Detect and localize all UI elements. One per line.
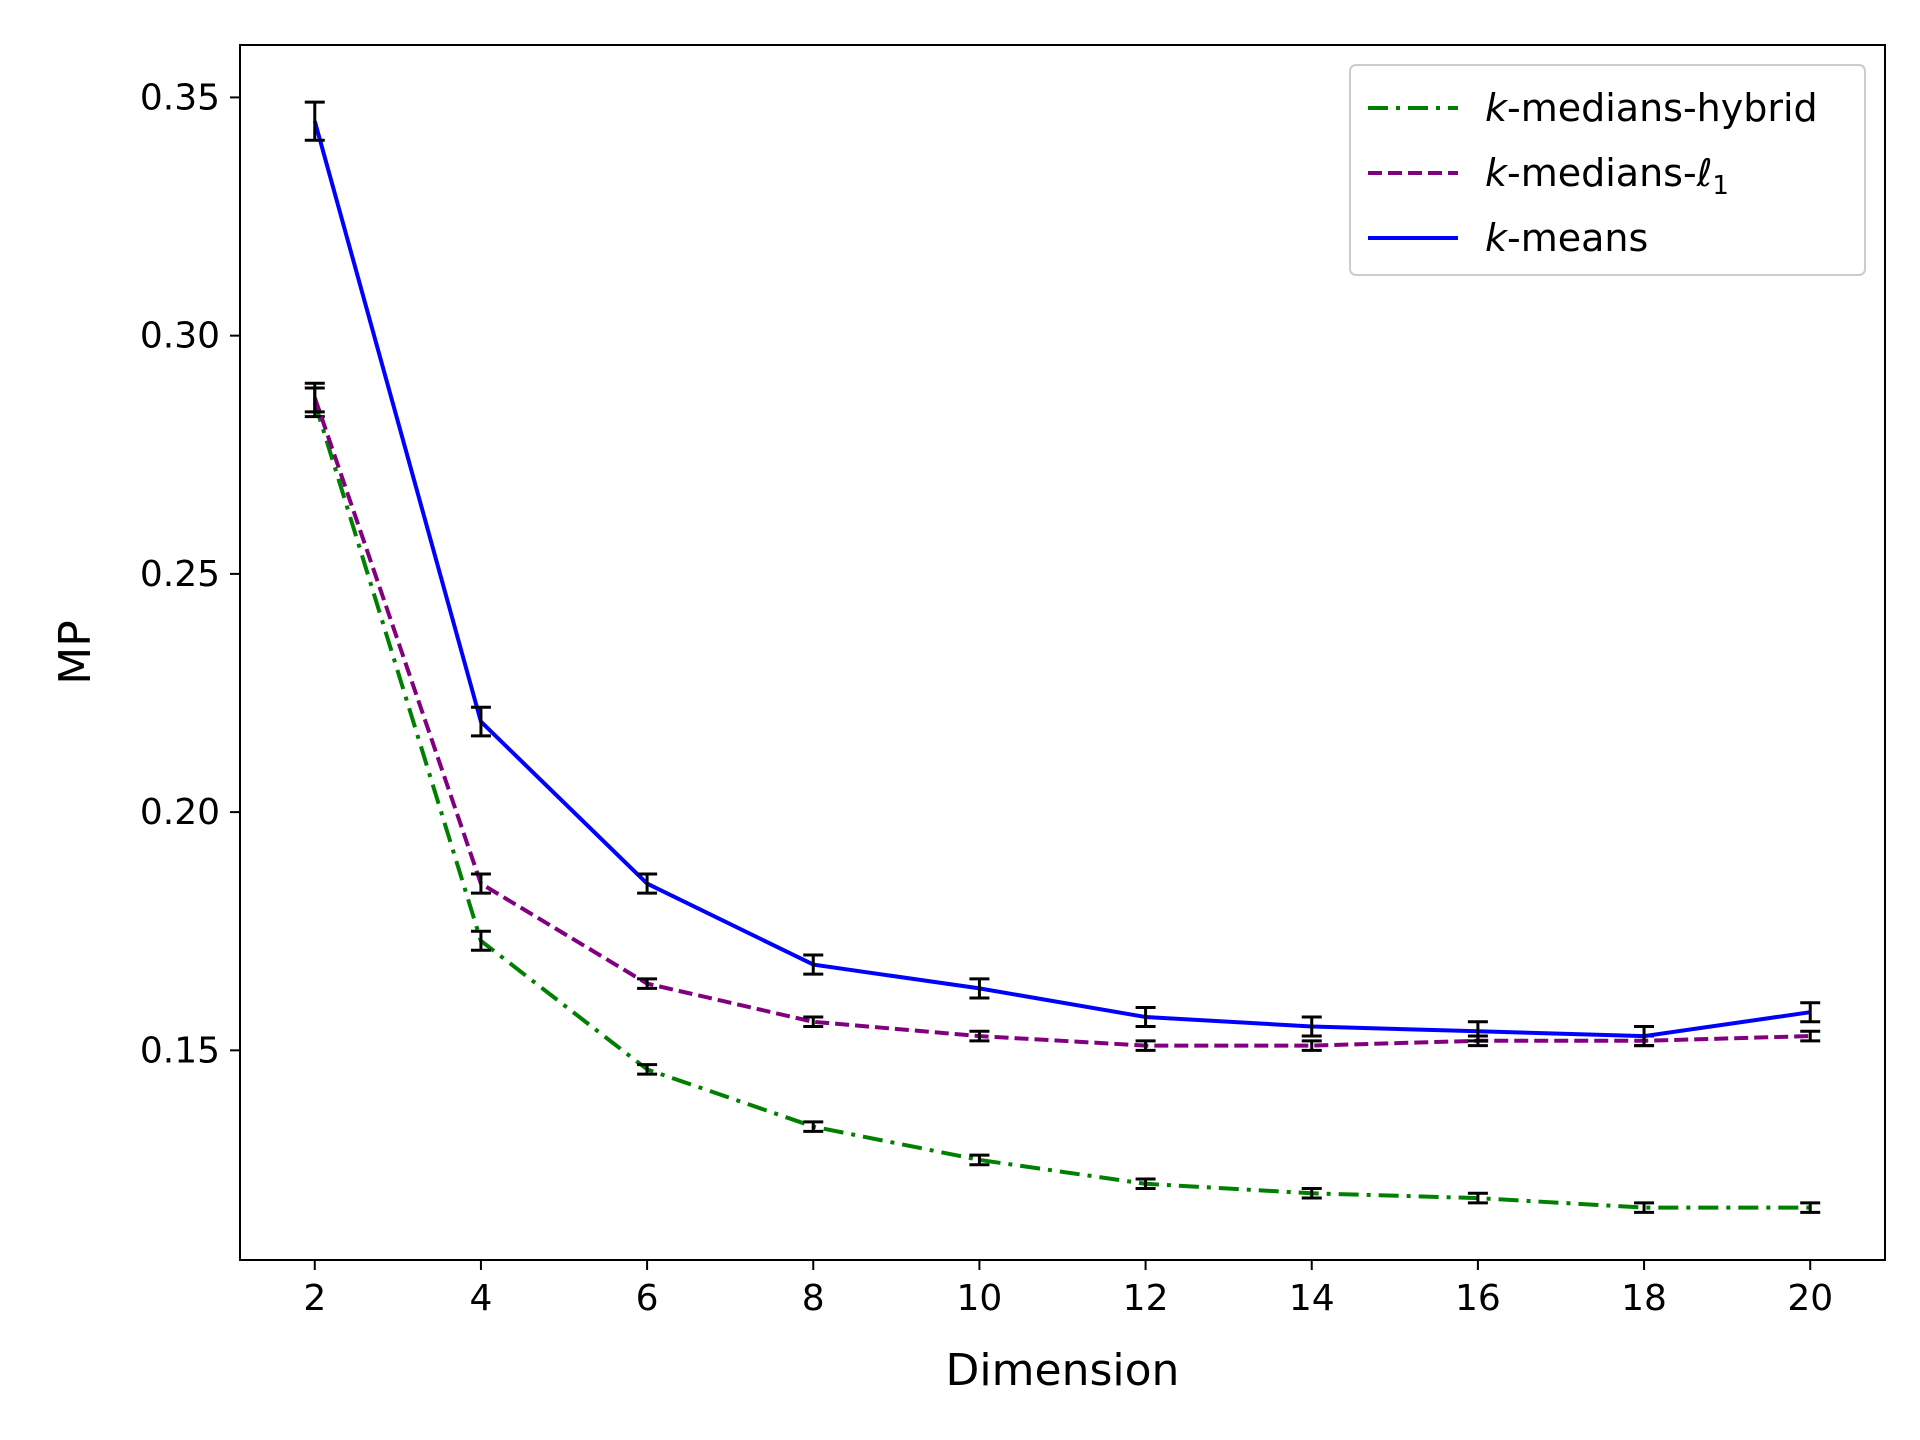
y-axis-title: MP	[50, 620, 101, 685]
y-tick-label-1: 0.20	[140, 792, 220, 833]
series-line-k-medians-hybrid	[312, 401, 1811, 1210]
legend-label-prefix: k	[1485, 86, 1509, 130]
y-tick-label-4: 0.35	[140, 77, 220, 118]
legend-label-suffix: -medians-hybrid	[1507, 86, 1818, 130]
y-tick-label-2: 0.25	[140, 554, 220, 595]
legend-box	[1349, 64, 1866, 276]
x-tick-label-18: 18	[1621, 1278, 1667, 1319]
plot-area	[304, 100, 1821, 1214]
y-tick-label-0: 0.15	[140, 1030, 220, 1071]
x-tick-label-14: 14	[1289, 1278, 1335, 1319]
y-tick-label-3: 0.30	[140, 316, 220, 357]
plot-frame	[239, 44, 1886, 1261]
axes: 2 4 6 8 10 12 14 16 18 20 0.15 0.20 0.25 0.30 0.35 Dime…	[50, 44, 1886, 1396]
legend-label-k-medians-1: k-medians-ℓ1	[1485, 151, 1729, 201]
x-tick-label-12: 12	[1123, 1278, 1169, 1319]
x-tick-label-6: 6	[636, 1278, 659, 1319]
legend-label-suffix: -medians-	[1507, 151, 1697, 195]
x-axis-title: Dimension	[946, 1345, 1180, 1396]
legend-label-suffix: -means	[1507, 216, 1648, 260]
legend-label-prefix: k	[1485, 216, 1509, 260]
x-tick-label-16: 16	[1455, 1278, 1501, 1319]
x-tick-label-20: 20	[1787, 1278, 1833, 1319]
series-line-k-means	[312, 120, 1811, 1039]
legend-label-k-means: k-means	[1485, 216, 1648, 260]
x-tick-label-8: 8	[802, 1278, 825, 1319]
legend-label-math: ℓ	[1696, 151, 1713, 195]
x-tick-label-10: 10	[957, 1278, 1003, 1319]
x-tick-label-4: 4	[469, 1278, 492, 1319]
x-tick-label-2: 2	[303, 1278, 326, 1319]
legend-label-subscript: 1	[1712, 171, 1729, 201]
legend-label-prefix: k	[1485, 151, 1509, 195]
series-line-k-medians-1	[312, 396, 1811, 1048]
legend-label-k-medians-hybrid: k-medians-hybrid	[1485, 86, 1818, 130]
